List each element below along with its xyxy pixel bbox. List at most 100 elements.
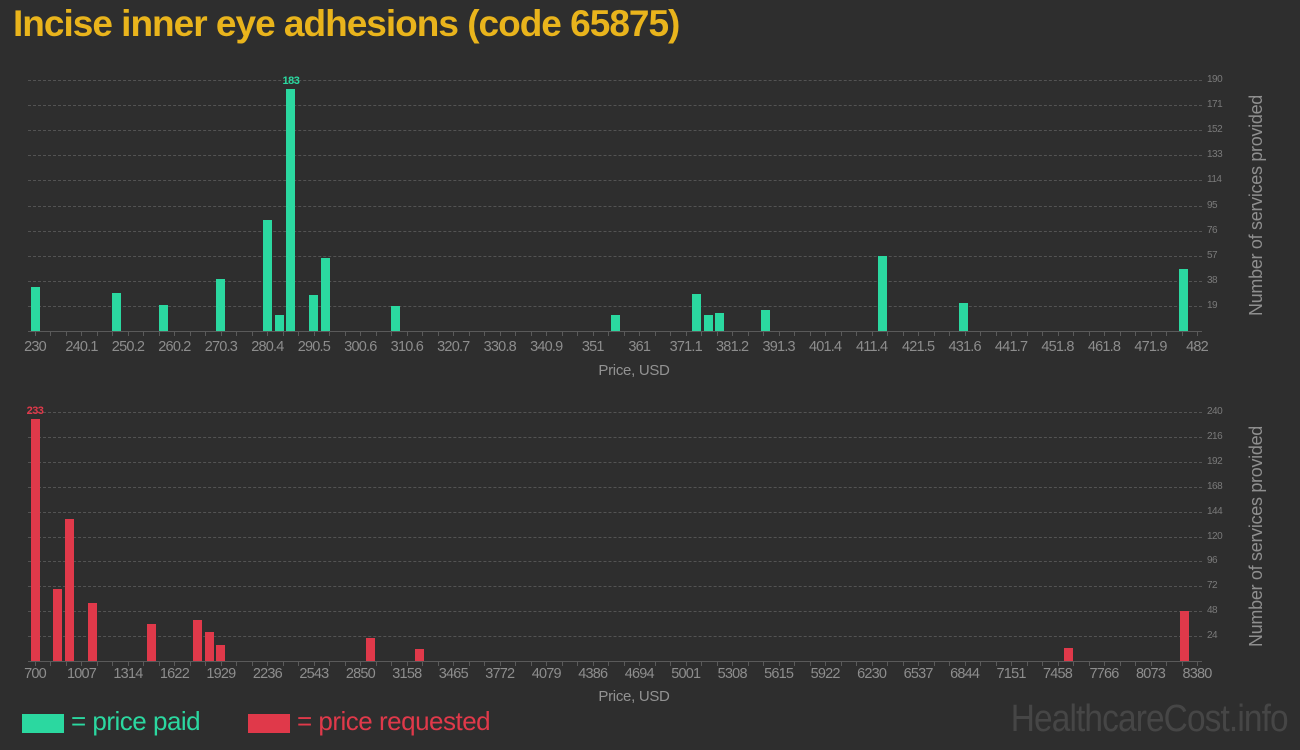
axis-tick (313, 332, 315, 336)
axis-tick (143, 662, 145, 666)
axis-tick (329, 332, 331, 336)
bar (159, 304, 169, 331)
bar (761, 309, 771, 331)
axis-tick (143, 332, 145, 336)
gridline (28, 461, 1202, 463)
axis-tick (1073, 662, 1075, 666)
gridline (28, 536, 1202, 538)
axis-tick (1119, 332, 1121, 336)
axis-tick (453, 332, 455, 336)
axis-tick (1166, 332, 1167, 336)
x-axis-line (28, 661, 1202, 662)
axis-tick (825, 332, 827, 336)
bar (274, 315, 284, 331)
axis-tick (236, 332, 238, 336)
axis-tick (701, 332, 703, 336)
axis-tick (1088, 332, 1090, 336)
axis-tick (468, 662, 470, 666)
bar (877, 255, 887, 331)
bar (146, 623, 156, 661)
axis-tick (422, 662, 424, 666)
bar (216, 645, 226, 661)
x-tick-label: 4386 (578, 666, 608, 682)
axis-tick (1026, 662, 1028, 666)
axis-tick (670, 662, 672, 666)
bar (52, 589, 62, 661)
x-tick-label: 482 (1186, 339, 1209, 355)
y-tick-label: 76 (1207, 224, 1218, 236)
axis-tick (964, 662, 966, 666)
axis-tick (220, 332, 222, 336)
axis-tick (716, 332, 718, 336)
axis-tick (81, 332, 83, 336)
axis-tick (1150, 662, 1152, 666)
bar (1063, 647, 1073, 661)
axis-tick (825, 662, 827, 666)
x-tick-label: 260.2 (158, 339, 191, 355)
bar (958, 303, 968, 331)
axis-tick (949, 332, 951, 336)
y-tick-label: 216 (1207, 430, 1223, 442)
axis-tick (375, 332, 377, 336)
axis-tick (205, 662, 207, 666)
gridline (28, 486, 1202, 488)
axis-tick (980, 332, 982, 336)
page-title: Incise inner eye adhesions (code 65875) (13, 3, 680, 44)
axis-tick (391, 332, 393, 336)
y-tick-label: 57 (1207, 249, 1218, 261)
axis-tick (251, 662, 253, 666)
bar (692, 294, 702, 331)
axis-tick (1011, 662, 1013, 666)
axis-tick (592, 662, 594, 666)
axis-tick (515, 662, 517, 666)
axis-tick (189, 332, 191, 336)
bar (262, 220, 272, 331)
axis-tick (840, 662, 842, 666)
axis-tick (1150, 332, 1152, 336)
axis-tick (220, 662, 222, 666)
gridline (28, 561, 1202, 563)
axis-tick (701, 662, 703, 666)
axis-tick (856, 662, 858, 666)
x-tick-label: 330.8 (483, 339, 517, 355)
bar (192, 619, 202, 661)
axis-tick (267, 662, 269, 666)
y-tick-label: 95 (1207, 199, 1218, 211)
axis-tick (685, 662, 687, 666)
axis-tick (1104, 332, 1106, 336)
x-tick-label: 2850 (345, 666, 376, 682)
bar (65, 518, 75, 661)
x-tick-label: 280.4 (251, 339, 284, 355)
axis-tick (1119, 662, 1121, 666)
watermark: HealthcareCost.info (1011, 698, 1289, 740)
axis-tick (530, 332, 532, 336)
gridline (28, 80, 1202, 81)
y-tick-label: 240 (1207, 406, 1223, 417)
axis-tick (158, 662, 160, 666)
axis-tick (1181, 332, 1183, 336)
x-tick-label: 250.2 (111, 339, 145, 355)
y-tick-label: 192 (1207, 455, 1223, 467)
axis-tick (236, 662, 238, 666)
axis-tick (964, 332, 966, 336)
price-requested-legend-label: = price requested (297, 706, 491, 736)
axis-tick (809, 332, 811, 336)
bar (390, 305, 400, 331)
axis-tick (561, 332, 563, 336)
x-tick-label: 421.5 (901, 339, 935, 355)
axis-tick (577, 332, 579, 336)
axis-tick (778, 662, 780, 666)
gridline (28, 305, 1202, 307)
x-tick-label: 7766 (1089, 666, 1120, 682)
axis-tick (639, 332, 641, 336)
bar (88, 602, 98, 661)
axis-tick (112, 332, 114, 336)
bar (703, 315, 713, 331)
price-paid-swatch (22, 714, 64, 733)
x-tick-label: 361 (628, 339, 651, 355)
x-axis-title: Price, USD (598, 362, 670, 379)
axis-tick (484, 332, 486, 336)
axis-tick (732, 662, 734, 666)
x-tick-label: 700 (24, 666, 47, 682)
axis-tick (112, 662, 114, 666)
